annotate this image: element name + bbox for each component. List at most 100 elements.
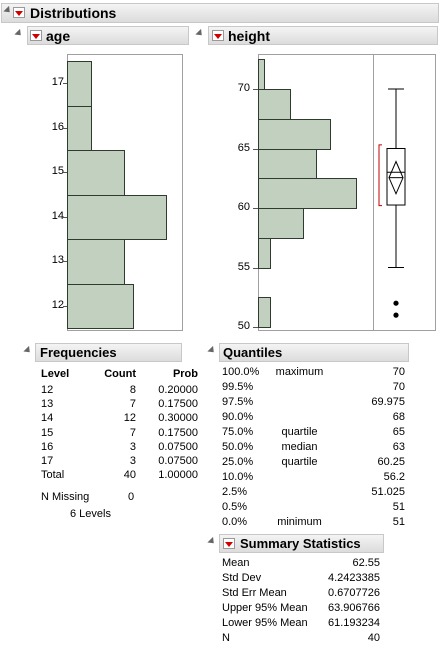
- quantile-label: median: [281, 441, 318, 453]
- summary-stat-value: 0.6707726: [328, 587, 380, 599]
- quantile-percent: 100.0%: [222, 366, 260, 378]
- quantile-value: 51.025: [371, 486, 405, 498]
- axis-tick-mark: [253, 148, 258, 150]
- axis-tick-label: 55: [237, 260, 250, 273]
- age-title: age: [46, 28, 71, 44]
- quantiles-disclosure-icon[interactable]: [207, 345, 217, 356]
- axis-tick-label: 17: [51, 76, 64, 89]
- axis-tick-label: 12: [51, 298, 64, 311]
- table-cell: 0.07500: [158, 455, 198, 467]
- summary-red-triangle-menu-icon[interactable]: [223, 538, 235, 549]
- height-title: height: [228, 28, 270, 44]
- n-missing-label: N Missing: [41, 491, 90, 503]
- histogram-bar: [258, 148, 317, 180]
- height-disclosure-icon[interactable]: [195, 28, 205, 39]
- table-cell: 0.17500: [158, 426, 198, 439]
- outlier-point: [393, 300, 399, 306]
- table-cell: 0.30000: [158, 412, 198, 425]
- box-plot-divider: [373, 54, 374, 331]
- quantile-label: quartile: [281, 426, 318, 438]
- histogram-bar: [258, 208, 304, 239]
- table-cell: 1.00000: [158, 469, 198, 482]
- quantile-percent: 0.0%: [222, 516, 248, 528]
- axis-tick-label: 16: [51, 120, 64, 133]
- histogram-bar: [67, 239, 125, 285]
- axis-tick-mark: [63, 305, 67, 307]
- quantile-value: 51: [392, 516, 405, 528]
- table-cell: 7: [129, 426, 136, 439]
- table-cell: 40: [123, 469, 136, 482]
- histogram-bar: [67, 105, 92, 151]
- quantile-percent: 97.5%: [222, 396, 254, 408]
- axis-tick-mark: [63, 261, 67, 263]
- n-missing-value: 0: [128, 491, 135, 503]
- red-triangle-menu-icon[interactable]: [13, 7, 25, 18]
- column-header: Prob: [172, 368, 198, 380]
- shortest-half-bracket: [378, 144, 382, 207]
- quantile-percent: 10.0%: [222, 471, 254, 483]
- axis-tick-label: 15: [51, 165, 64, 178]
- quantile-label: maximum: [275, 366, 324, 378]
- quantile-value: 63: [392, 441, 405, 453]
- histogram-bar: [67, 283, 134, 329]
- histogram-bar: [67, 194, 167, 240]
- quantile-value: 70: [392, 366, 405, 378]
- summary-stat-label: Upper 95% Mean: [222, 602, 308, 614]
- axis-tick-label: 14: [51, 209, 64, 222]
- frequencies-header: [35, 343, 182, 362]
- quantile-value: 60.25: [377, 456, 405, 468]
- summary-title: Summary Statistics: [240, 536, 361, 551]
- summary-disclosure-icon[interactable]: [207, 536, 217, 547]
- axis-tick-label: 60: [237, 201, 250, 213]
- axis-tick-mark: [253, 89, 258, 90]
- quantile-value: 51: [392, 501, 405, 513]
- height-header: [208, 26, 438, 45]
- summary-stat-label: Lower 95% Mean: [222, 617, 308, 629]
- frequencies-disclosure-icon[interactable]: [23, 345, 33, 356]
- histogram-bar: [258, 118, 331, 150]
- table-cell: 14: [41, 412, 54, 425]
- quantile-value: 69.975: [371, 396, 405, 408]
- age-red-triangle-menu-icon[interactable]: [30, 30, 42, 41]
- quartile-box: [386, 148, 406, 206]
- height-red-triangle-menu-icon[interactable]: [212, 30, 224, 41]
- quantile-value: 70: [392, 381, 405, 393]
- mean-diamond: [388, 160, 404, 196]
- table-cell: Total: [41, 469, 65, 482]
- quantile-percent: 90.0%: [222, 411, 254, 423]
- quantile-value: 65: [392, 426, 405, 438]
- table-cell: 12: [41, 384, 54, 396]
- summary-stat-label: Mean: [222, 557, 250, 569]
- table-cell: 0.20000: [158, 384, 198, 396]
- histogram-bar: [258, 297, 271, 328]
- distributions-header: [1, 3, 439, 23]
- quantiles-header: [219, 343, 409, 362]
- summary-header: [219, 534, 384, 553]
- histogram-bar: [67, 150, 125, 196]
- summary-stat-value: 61.193234: [328, 617, 380, 629]
- quantile-percent: 75.0%: [222, 426, 254, 438]
- age-disclosure-icon[interactable]: [14, 28, 24, 39]
- axis-tick-mark: [63, 172, 67, 174]
- column-header: Level: [41, 368, 70, 380]
- axis-tick-mark: [63, 127, 67, 129]
- table-cell: 7: [129, 398, 136, 411]
- axis-tick-mark: [63, 216, 67, 218]
- summary-stat-label: Std Err Mean: [222, 587, 287, 599]
- quantile-label: minimum: [277, 516, 322, 528]
- axis-tick-label: 65: [237, 141, 250, 154]
- table-cell: 15: [41, 426, 54, 439]
- histogram-bar: [258, 59, 265, 90]
- quantile-percent: 50.0%: [222, 441, 254, 453]
- table-cell: 16: [41, 440, 54, 453]
- table-cell: 8: [129, 384, 136, 396]
- outlier-point: [393, 312, 399, 318]
- histogram-bar: [258, 89, 291, 120]
- quantile-label: quartile: [281, 456, 318, 468]
- table-cell: 3: [129, 440, 136, 453]
- table-cell: 12: [123, 412, 136, 425]
- summary-stat-value: 40: [367, 632, 380, 644]
- quantile-percent: 99.5%: [222, 381, 254, 393]
- axis-tick-label: 70: [237, 82, 250, 94]
- histogram-bar: [67, 61, 92, 107]
